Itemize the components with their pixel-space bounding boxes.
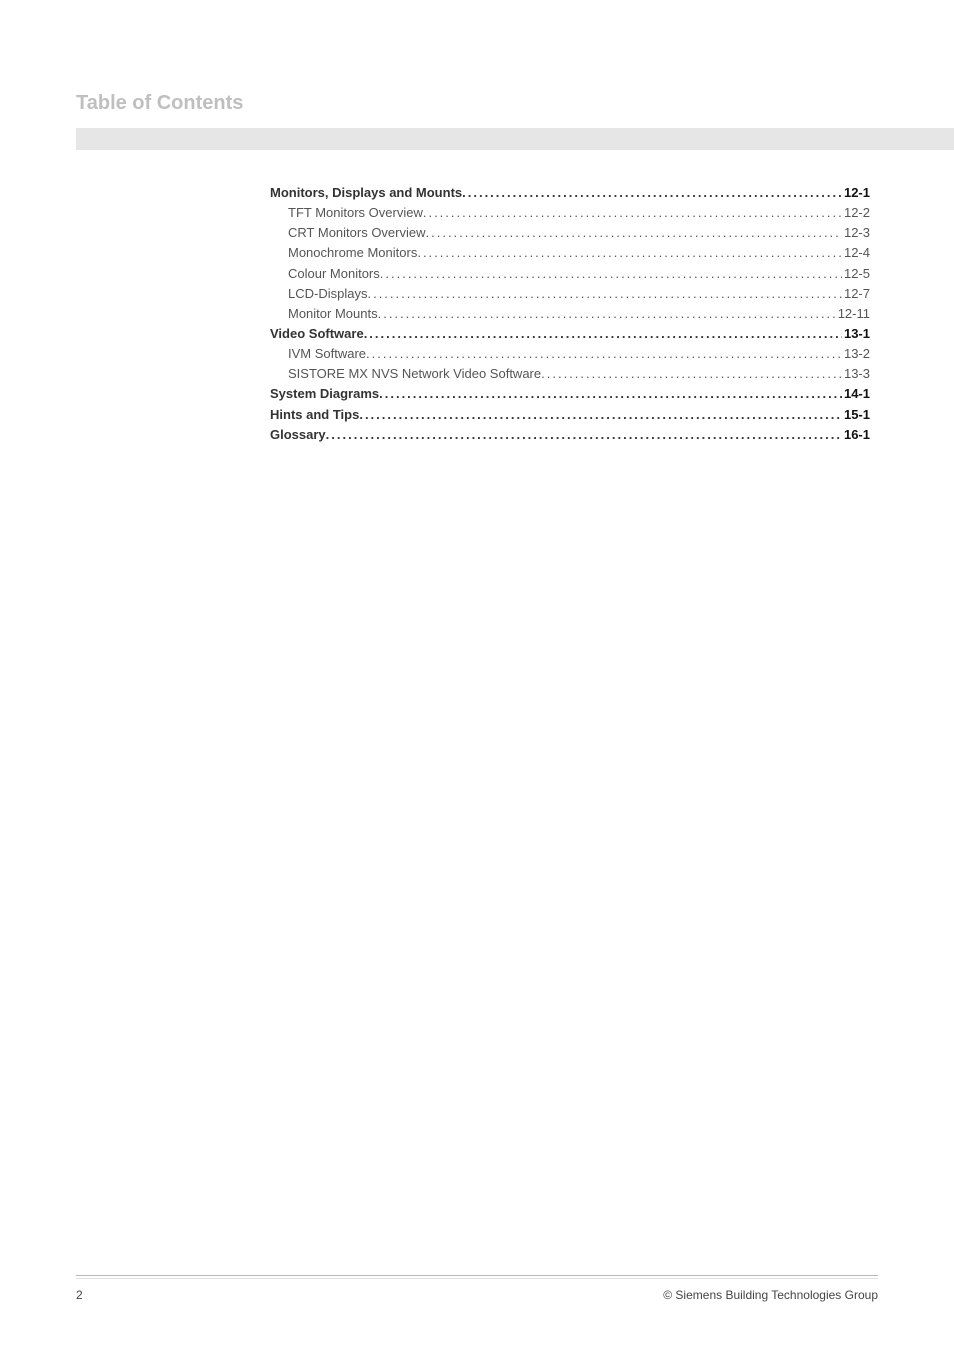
footer-rule bbox=[76, 1275, 878, 1276]
toc-entry: TFT Monitors Overview 12-2 bbox=[270, 203, 870, 223]
toc-leader bbox=[380, 264, 842, 284]
toc-entry: Monitors, Displays and Mounts 12-1 bbox=[270, 183, 870, 203]
toc-label: Monitors, Displays and Mounts bbox=[270, 183, 462, 203]
toc-leader bbox=[364, 324, 842, 344]
toc-label: TFT Monitors Overview bbox=[288, 203, 423, 223]
toc-leader bbox=[326, 425, 842, 445]
toc-page: 12-1 bbox=[842, 183, 870, 203]
toc-page: 13-1 bbox=[842, 324, 870, 344]
toc-entry: System Diagrams 14-1 bbox=[270, 384, 870, 404]
toc-label: Video Software bbox=[270, 324, 364, 344]
footer-rule-inner bbox=[76, 1278, 878, 1279]
toc-page: 12-3 bbox=[842, 223, 870, 243]
toc-label: Hints and Tips bbox=[270, 405, 359, 425]
header-bar bbox=[76, 128, 954, 150]
toc-label: System Diagrams bbox=[270, 384, 379, 404]
footer-page-number: 2 bbox=[76, 1288, 83, 1302]
toc-leader bbox=[423, 203, 842, 223]
toc-page: 12-5 bbox=[842, 264, 870, 284]
toc-page: 15-1 bbox=[842, 405, 870, 425]
toc-label: Monitor Mounts bbox=[288, 304, 378, 324]
toc-entry: IVM Software 13-2 bbox=[270, 344, 870, 364]
toc-entry: Colour Monitors 12-5 bbox=[270, 264, 870, 284]
toc-page: 16-1 bbox=[842, 425, 870, 445]
toc-leader bbox=[462, 183, 842, 203]
toc-entry: CRT Monitors Overview 12-3 bbox=[270, 223, 870, 243]
toc-page: 12-4 bbox=[842, 243, 870, 263]
toc-label: SISTORE MX NVS Network Video Software bbox=[288, 364, 541, 384]
toc-leader bbox=[367, 284, 842, 304]
page-title: Table of Contents bbox=[76, 92, 243, 115]
toc-leader bbox=[359, 405, 842, 425]
toc-entry: Monochrome Monitors 12-4 bbox=[270, 243, 870, 263]
toc-label: IVM Software bbox=[288, 344, 366, 364]
toc-leader bbox=[366, 344, 842, 364]
toc-label: CRT Monitors Overview bbox=[288, 223, 426, 243]
toc-page: 13-3 bbox=[842, 364, 870, 384]
toc-leader bbox=[417, 243, 842, 263]
toc-leader bbox=[378, 304, 836, 324]
toc-entry: Video Software 13-1 bbox=[270, 324, 870, 344]
toc-entry: Monitor Mounts 12-11 bbox=[270, 304, 870, 324]
toc-leader bbox=[379, 384, 842, 404]
toc-entry: Hints and Tips 15-1 bbox=[270, 405, 870, 425]
table-of-contents: Monitors, Displays and Mounts 12-1 TFT M… bbox=[270, 183, 870, 445]
toc-page: 13-2 bbox=[842, 344, 870, 364]
toc-page: 14-1 bbox=[842, 384, 870, 404]
toc-label: Glossary bbox=[270, 425, 326, 445]
toc-entry: SISTORE MX NVS Network Video Software 13… bbox=[270, 364, 870, 384]
toc-label: Colour Monitors bbox=[288, 264, 380, 284]
toc-label: Monochrome Monitors bbox=[288, 243, 417, 263]
toc-page: 12-2 bbox=[842, 203, 870, 223]
toc-page: 12-11 bbox=[836, 304, 870, 324]
toc-entry: Glossary 16-1 bbox=[270, 425, 870, 445]
toc-leader bbox=[426, 223, 842, 243]
toc-page: 12-7 bbox=[842, 284, 870, 304]
footer-copyright: © Siemens Building Technologies Group bbox=[663, 1288, 878, 1302]
toc-label: LCD-Displays bbox=[288, 284, 367, 304]
toc-entry: LCD-Displays 12-7 bbox=[270, 284, 870, 304]
toc-leader bbox=[541, 364, 842, 384]
